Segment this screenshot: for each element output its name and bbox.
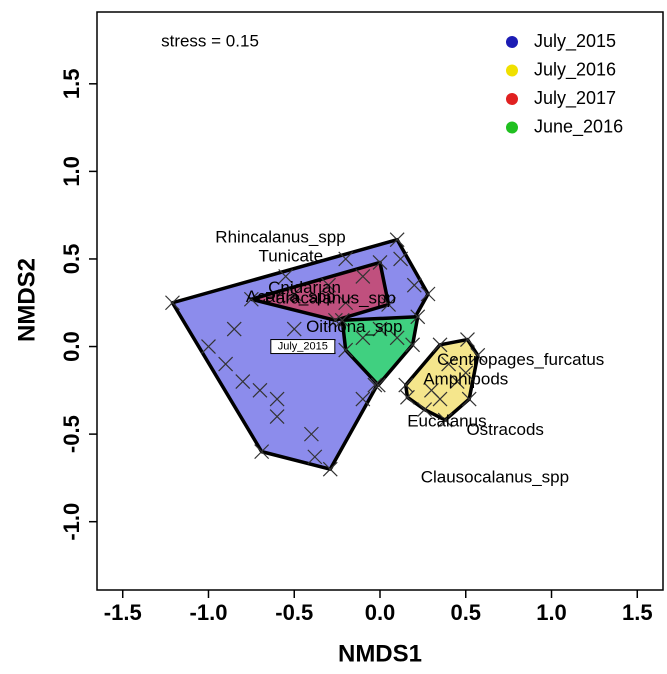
point <box>355 330 371 346</box>
point <box>235 374 251 389</box>
x-tick-label: 0.5 <box>450 600 481 625</box>
point <box>165 295 180 311</box>
y-axis-label: NMDS2 <box>13 258 40 342</box>
point <box>334 312 350 328</box>
species-label: Rhincalanus_spp <box>215 227 345 246</box>
point <box>201 339 216 354</box>
species-label: Oithona_spp <box>306 317 402 336</box>
point <box>389 330 405 346</box>
point <box>437 412 453 428</box>
legend-label: July_2016 <box>534 59 616 80</box>
point <box>420 286 436 302</box>
x-axis-label: NMDS1 <box>338 640 422 667</box>
species-label: Cnidarian <box>268 278 341 297</box>
point <box>269 409 285 425</box>
y-tick-label: 0.5 <box>59 244 84 275</box>
point <box>400 389 415 405</box>
point <box>338 251 354 267</box>
point <box>338 295 354 311</box>
legend-swatch <box>506 93 518 105</box>
species-label: Ostracods <box>466 420 543 439</box>
point <box>254 444 270 460</box>
point <box>458 365 474 381</box>
legend-label: July_2017 <box>534 88 616 109</box>
point <box>286 321 302 337</box>
point <box>252 382 268 398</box>
species-label: Acartia_spp <box>246 287 336 306</box>
x-tick-label: 1.0 <box>536 600 567 625</box>
point <box>286 286 302 302</box>
point <box>405 337 421 353</box>
point <box>338 342 354 358</box>
species-label: Paracalanus_spp <box>265 289 396 308</box>
species-label: Clausocalanus_spp <box>421 467 569 486</box>
point <box>470 347 486 363</box>
y-tick-label: -0.5 <box>59 415 84 453</box>
point <box>370 377 386 393</box>
point <box>327 312 343 328</box>
point <box>355 391 371 407</box>
hull <box>340 315 420 387</box>
y-tick-label: -1.0 <box>59 503 84 541</box>
point <box>322 461 338 477</box>
point <box>381 297 397 312</box>
x-tick-label: 0.0 <box>365 600 396 625</box>
species-label: Amphipods <box>423 369 508 388</box>
point <box>460 332 475 347</box>
point <box>367 377 383 393</box>
point <box>389 232 405 248</box>
y-tick-label: 1.0 <box>59 156 84 187</box>
species-label: Centropages_furcatus <box>437 350 604 369</box>
point <box>393 251 409 267</box>
point <box>372 255 388 270</box>
species-label: Tunicate <box>259 247 324 266</box>
point <box>461 391 477 407</box>
centroid-label: July_2015 <box>278 340 328 352</box>
species-label: Eucalanus <box>407 411 486 430</box>
point <box>432 337 448 353</box>
x-tick-label: -1.0 <box>190 600 228 625</box>
x-tick-label: -0.5 <box>275 600 313 625</box>
point <box>303 426 319 442</box>
point <box>278 269 294 284</box>
point <box>226 321 242 337</box>
x-tick-label: -1.5 <box>104 600 142 625</box>
legend-label: July_2015 <box>534 31 616 52</box>
point <box>355 269 371 284</box>
legend-swatch <box>506 36 518 48</box>
point <box>321 277 336 293</box>
legend-swatch <box>506 64 518 77</box>
point <box>307 449 323 465</box>
point <box>410 309 426 325</box>
point <box>406 277 422 293</box>
point <box>269 391 285 407</box>
point <box>417 402 433 418</box>
point <box>441 356 457 372</box>
point <box>398 377 414 393</box>
legend-swatch <box>506 121 518 134</box>
legend-label: June_2016 <box>534 116 623 137</box>
x-tick-label: 1.5 <box>622 600 653 625</box>
point <box>243 291 259 307</box>
y-tick-label: 1.5 <box>59 69 84 100</box>
point <box>432 391 448 407</box>
point <box>372 321 388 337</box>
stress-annotation: stress = 0.15 <box>161 31 259 50</box>
y-tick-label: 0.0 <box>59 331 84 362</box>
point <box>218 356 234 372</box>
centroid-label-box <box>270 339 336 355</box>
